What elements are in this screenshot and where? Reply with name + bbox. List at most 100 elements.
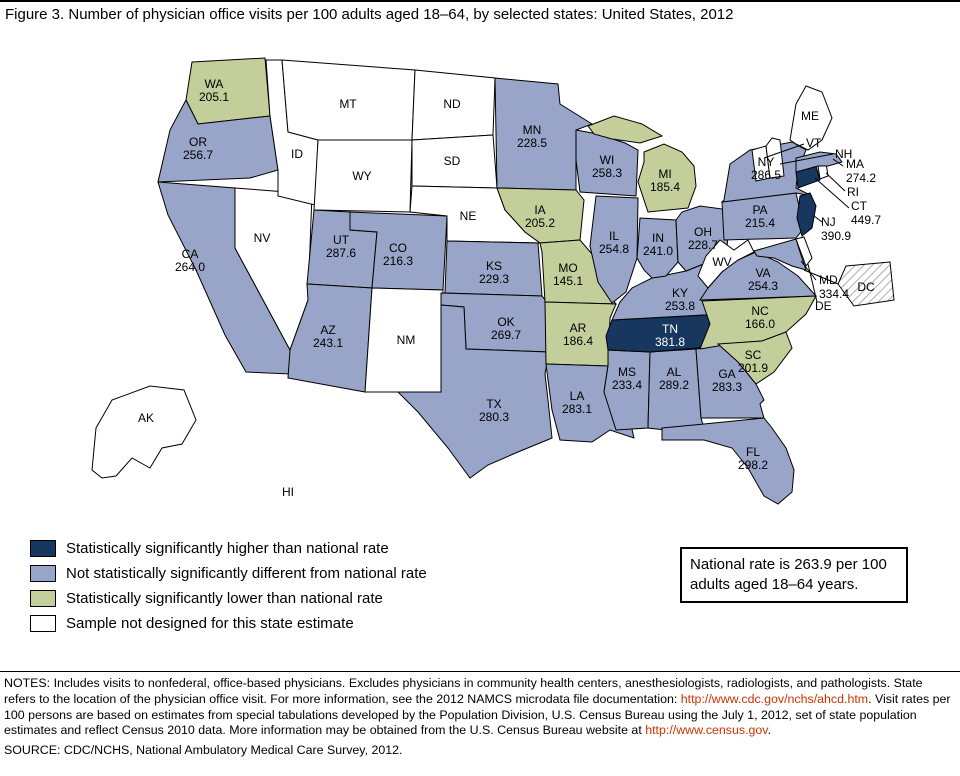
national-rate-text: National rate is 263.9 per 100 adults ag…: [690, 556, 887, 593]
label-nc: NC: [751, 304, 769, 318]
legend-label-similar: Not statistically significantly differen…: [66, 565, 427, 582]
cdc-link[interactable]: http://www.cdc.gov/nchs/ahcd.htm: [680, 691, 869, 706]
label-nh: NH: [835, 147, 852, 161]
value-in: 241.0: [643, 244, 673, 258]
value-mo: 145.1: [553, 274, 583, 288]
value-ut: 287.6: [326, 246, 356, 260]
ri-leader-line: [825, 172, 846, 192]
label-az: AZ: [320, 323, 335, 337]
legend-label-lower: Statistically significantly lower than n…: [66, 590, 383, 607]
state-sc: [716, 331, 793, 385]
value-ar: 186.4: [563, 334, 593, 348]
label-wi: WI: [600, 153, 615, 167]
label-ga: GA: [718, 367, 735, 381]
value-ms: 233.4: [612, 378, 642, 392]
value-ia: 205.2: [525, 216, 555, 230]
label-sc: SC: [745, 348, 762, 362]
value-ca: 264.0: [175, 260, 205, 274]
nj-leader-line: [813, 215, 823, 223]
value-mn: 228.5: [517, 136, 547, 150]
state-me: [789, 85, 833, 151]
census-link[interactable]: http://www.census.gov: [645, 723, 768, 738]
legend: Statistically significantly higher than …: [30, 540, 427, 640]
value-md: 334.4: [819, 287, 849, 301]
de-leader-line: [807, 263, 818, 303]
value-al: 289.2: [659, 378, 689, 392]
legend-item-lower: Statistically significantly lower than n…: [30, 590, 427, 607]
value-mi: 185.4: [650, 180, 680, 194]
label-nj: NJ: [821, 215, 836, 229]
label-vt: VT: [806, 136, 822, 150]
label-va: VA: [755, 266, 770, 280]
label-ms: MS: [618, 365, 636, 379]
value-fl: 298.2: [738, 458, 768, 472]
legend-label-nosample: Sample not designed for this state estim…: [66, 615, 354, 632]
legend-item-nosample: Sample not designed for this state estim…: [30, 615, 427, 632]
label-mo: MO: [558, 261, 577, 275]
label-tx: TX: [486, 397, 501, 411]
value-ok: 269.7: [491, 328, 521, 342]
value-wi: 258.3: [592, 166, 622, 180]
label-dc: DC: [857, 280, 875, 294]
legend-item-similar: Not statistically significantly differen…: [30, 565, 427, 582]
notes-prefix: NOTES: Includes visits to nonfederal, of…: [4, 676, 923, 706]
state-de: [795, 236, 813, 268]
value-ny: 286.5: [751, 168, 781, 182]
label-id: ID: [291, 147, 303, 161]
legend-label-higher: Statistically significantly higher than …: [66, 540, 389, 557]
notes-text: NOTES: Includes visits to nonfederal, of…: [4, 676, 956, 739]
label-fl: FL: [746, 445, 760, 459]
label-ct: CT: [851, 199, 868, 213]
value-nc: 166.0: [745, 317, 775, 331]
label-hi: HI: [282, 485, 294, 499]
state-hi: [298, 476, 350, 513]
national-rate-box: National rate is 263.9 per 100 adults ag…: [680, 547, 908, 603]
source-text: SOURCE: CDC/NCHS, National Ambulatory Me…: [4, 743, 403, 757]
label-md: MD: [819, 273, 838, 287]
state-tx: [396, 304, 553, 479]
value-ct: 449.7: [851, 213, 881, 227]
label-sd: SD: [444, 154, 461, 168]
value-ga: 283.3: [712, 380, 742, 394]
label-in: IN: [652, 231, 664, 245]
nh-leader-line: [779, 153, 834, 165]
label-ny: NY: [758, 155, 775, 169]
value-wa: 205.1: [199, 90, 229, 104]
value-tx: 280.3: [479, 410, 509, 424]
us-map: DC WA 205.1 OR 256.7 CA 264.0 NV ID MT W…: [91, 57, 895, 513]
top-rule: [0, 0, 960, 2]
value-ky: 253.8: [665, 299, 695, 313]
value-az: 243.1: [313, 336, 343, 350]
label-me: ME: [801, 109, 819, 123]
figure-title: Figure 3. Number of physician office vis…: [5, 6, 734, 23]
label-ak: AK: [138, 411, 154, 425]
label-pa: PA: [752, 203, 767, 217]
label-mt: MT: [339, 97, 357, 111]
value-nj: 390.9: [821, 229, 851, 243]
state-or: [157, 98, 279, 183]
label-ma: MA: [846, 157, 864, 171]
label-ks: KS: [486, 259, 502, 273]
value-il: 254.8: [599, 242, 629, 256]
state-va: [699, 251, 818, 301]
label-ar: AR: [570, 321, 587, 335]
state-ma: [795, 151, 843, 173]
label-ia: IA: [534, 203, 545, 217]
legend-swatch-nosample: [30, 615, 56, 632]
label-ne: NE: [460, 209, 477, 223]
state-il: [589, 195, 639, 304]
label-wy: WY: [352, 169, 371, 183]
label-ca: CA: [182, 247, 199, 261]
value-va: 254.3: [748, 279, 778, 293]
state-fl: [661, 417, 795, 505]
legend-swatch-similar: [30, 565, 56, 582]
state-dc: [837, 261, 895, 307]
label-ok: OK: [497, 315, 514, 329]
label-nd: ND: [443, 97, 461, 111]
legend-item-higher: Statistically significantly higher than …: [30, 540, 427, 557]
value-ks: 229.3: [479, 272, 509, 286]
legend-swatch-lower: [30, 590, 56, 607]
label-co: CO: [389, 241, 407, 255]
label-mi: MI: [658, 167, 671, 181]
